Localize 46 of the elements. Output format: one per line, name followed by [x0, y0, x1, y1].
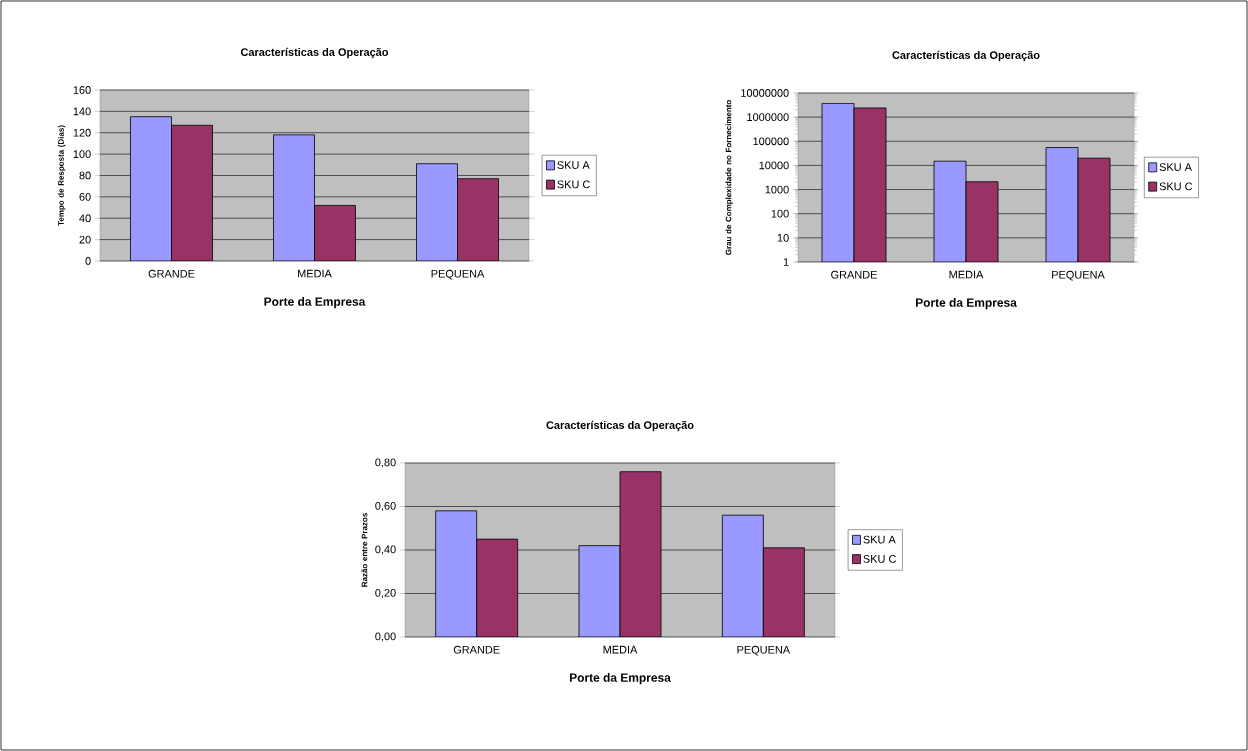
x-tick-label: PEQUENA [737, 645, 791, 656]
chart-title: Características da Operação [892, 50, 1040, 62]
x-tick-label: GRANDE [831, 270, 877, 279]
x-tick-label: GRANDE [148, 269, 195, 278]
bar [457, 178, 499, 261]
bar [171, 124, 213, 261]
y-tick-label: 0,20 [375, 588, 396, 599]
y-tick-label: 1000000 [747, 113, 789, 122]
y-tick-label: 0 [85, 257, 91, 265]
y-tick-label: 100 [771, 209, 789, 218]
y-tick-label: 100 [73, 150, 91, 158]
y-tick-label: 120 [73, 128, 91, 137]
legend-label: SKU A [863, 535, 896, 544]
legend-label: SKU A [1159, 163, 1192, 171]
y-tick-label: 10000000 [741, 89, 789, 97]
x-axis-title: Porte da Empresa [915, 298, 1017, 310]
x-tick-label: MEDIA [949, 270, 984, 279]
legend-label: SKU C [863, 554, 896, 563]
x-tick-label: GRANDE [453, 645, 500, 654]
legend-label: SKU A [557, 161, 590, 169]
x-tick-label: PEQUENA [1052, 270, 1105, 281]
chart-title: Características da Operação [240, 47, 389, 59]
chart-title: Características da Operação [546, 420, 694, 432]
x-tick-label: MEDIA [603, 645, 638, 654]
y-tick-label: 1000 [765, 185, 789, 194]
y-tick-label: 100000 [753, 137, 789, 146]
y-tick-label: 0,40 [375, 545, 396, 555]
legend-label: SKU C [1159, 182, 1193, 191]
y-tick-label: 140 [73, 107, 91, 116]
y-tick-label: 10 [777, 233, 789, 242]
x-tick-label: PEQUENA [431, 269, 485, 280]
y-tick-label: 0,60 [375, 501, 396, 512]
y-tick-label: 60 [79, 192, 91, 201]
y-tick-label: 0,00 [375, 632, 396, 642]
y-tick-label: 80 [79, 171, 91, 180]
x-tick-label: MEDIA [298, 269, 332, 278]
y-tick-label: 10000 [759, 161, 789, 170]
y-tick-label: 160 [73, 86, 91, 94]
y-tick-label: 40 [79, 214, 91, 223]
y-tick-label: 20 [79, 235, 91, 244]
y-tick-label: 1 [783, 258, 789, 266]
y-tick-label: 0,80 [375, 458, 396, 468]
bar [314, 205, 356, 261]
legend-label: SKU C [557, 180, 590, 189]
x-axis-title: Porte da Empresa [569, 673, 671, 685]
x-axis-title: Porte da Empresa [264, 297, 366, 309]
